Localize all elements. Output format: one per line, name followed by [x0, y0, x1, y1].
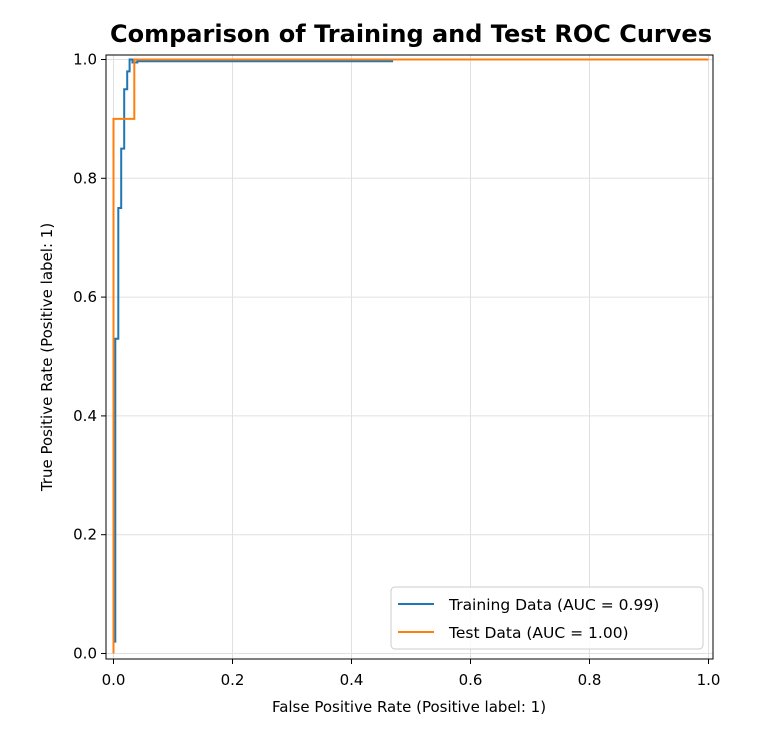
y-tick-label: 0.2 — [73, 526, 97, 544]
x-tick-label: 0.8 — [578, 671, 602, 689]
x-tick-label: 0.2 — [221, 671, 245, 689]
legend-label-training: Training Data (AUC = 0.99) — [448, 596, 659, 614]
y-tick-label: 0.8 — [73, 169, 97, 187]
series-line-test — [112, 58, 709, 654]
x-tick-label: 0.4 — [340, 671, 364, 689]
y-axis-label: True Positive Rate (Positive label: 1) — [38, 223, 56, 492]
legend: Training Data (AUC = 0.99) Test Data (AU… — [390, 586, 704, 650]
y-tick-label: 0.4 — [73, 407, 97, 425]
chart-title: Comparison of Training and Test ROC Curv… — [110, 20, 712, 48]
series-line-training — [112, 58, 394, 654]
y-tick-label: 1.0 — [73, 51, 97, 69]
x-axis-label: False Positive Rate (Positive label: 1) — [272, 698, 546, 716]
grid-lines — [106, 55, 713, 659]
axis-ticks: 0.0 0.2 0.4 0.6 0.8 1.0 0.0 0.2 0.4 0.6 0.8 1.0 — [73, 51, 720, 690]
series-layer — [112, 58, 709, 654]
x-tick-label: 1.0 — [697, 671, 721, 689]
y-tick-label: 0.6 — [73, 288, 97, 306]
plot-frame — [105, 54, 714, 660]
legend-label-test: Test Data (AUC = 1.00) — [448, 624, 629, 642]
legend-box — [390, 586, 704, 650]
y-tick-label: 0.0 — [73, 645, 97, 663]
x-tick-label: 0.6 — [459, 671, 483, 689]
x-tick-label: 0.0 — [102, 671, 126, 689]
